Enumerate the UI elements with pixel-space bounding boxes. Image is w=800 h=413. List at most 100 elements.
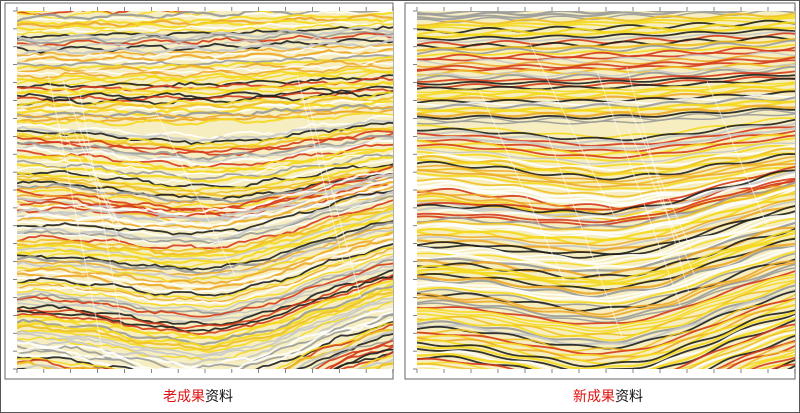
- reflector: [17, 251, 393, 305]
- reflector: [17, 39, 393, 58]
- reflector: [417, 153, 795, 181]
- fault: [61, 79, 121, 243]
- reflector: [17, 81, 393, 97]
- reflector: [17, 191, 393, 242]
- reflector: [417, 260, 795, 316]
- reflector: [417, 127, 795, 150]
- reflector: [417, 328, 795, 369]
- reflector: [17, 246, 393, 300]
- reflector: [17, 129, 393, 154]
- fault: [627, 128, 699, 282]
- reflector: [17, 11, 393, 25]
- reflector: [17, 20, 393, 35]
- reflector: [17, 299, 393, 360]
- reflector: [417, 11, 588, 15]
- reflector: [17, 255, 393, 313]
- reflector: [17, 306, 393, 366]
- reflector: [17, 96, 393, 112]
- reflector: [17, 243, 393, 297]
- reflector: [417, 46, 795, 61]
- reflector: [417, 210, 795, 259]
- reflector: [17, 207, 393, 259]
- reflector: [417, 214, 795, 263]
- reflector: [417, 236, 795, 288]
- fault: [296, 74, 344, 263]
- reflector: [417, 168, 795, 198]
- reflector: [17, 103, 393, 119]
- reflector: [17, 328, 393, 369]
- reflector: [17, 74, 393, 89]
- fault: [626, 66, 690, 293]
- reflector: [417, 297, 795, 356]
- reflector: [17, 11, 393, 26]
- reflector: [417, 155, 795, 183]
- reflector: [17, 64, 393, 80]
- reflector: [417, 169, 795, 216]
- reflector: [417, 104, 795, 118]
- reflector: [417, 219, 795, 271]
- reflector: [17, 275, 393, 333]
- reflector: [17, 26, 393, 43]
- reflector: [417, 39, 795, 55]
- reflector: [417, 73, 795, 86]
- reflector: [335, 350, 393, 369]
- reflector: [17, 54, 393, 68]
- reflector: [17, 310, 393, 369]
- reflector: [417, 81, 795, 94]
- reflector: [17, 127, 393, 152]
- fault: [308, 103, 362, 298]
- fault: [596, 70, 682, 307]
- fault: [58, 125, 120, 224]
- reflector: [417, 229, 795, 283]
- reflector: [417, 126, 795, 147]
- reflector: [17, 220, 393, 268]
- reflector: [17, 288, 393, 349]
- reflector: [417, 63, 795, 79]
- reflector: [417, 250, 795, 305]
- reflector: [17, 293, 393, 354]
- reflector: [417, 186, 795, 235]
- reflector: [17, 321, 393, 369]
- reflector: [17, 313, 393, 369]
- reflector: [417, 134, 795, 159]
- reflector: [417, 142, 795, 165]
- reflector: [17, 247, 393, 303]
- reflector: [417, 177, 795, 224]
- reflector: [715, 339, 795, 369]
- fault: [547, 134, 623, 337]
- reflector: [17, 80, 393, 95]
- reflector: [314, 339, 393, 369]
- reflector: [417, 316, 795, 369]
- reflector: [417, 134, 795, 157]
- reflector: [17, 66, 393, 82]
- reflector: [417, 262, 795, 318]
- reflector: [17, 240, 393, 293]
- reflector: [17, 209, 393, 261]
- reflector: [417, 159, 795, 186]
- reflector: [417, 168, 795, 194]
- reflector: [328, 345, 393, 369]
- reflector: [417, 70, 795, 83]
- reflector: [417, 205, 795, 254]
- reflector: [17, 273, 393, 330]
- reflector: [17, 285, 393, 346]
- reflector: [417, 162, 795, 188]
- reflector: [417, 26, 795, 39]
- fault: [628, 107, 693, 252]
- fault: [706, 81, 769, 228]
- reflector: [17, 332, 393, 369]
- reflector: [17, 153, 393, 181]
- seismic-image: [17, 11, 393, 369]
- reflector: [17, 253, 393, 309]
- reflector: [17, 297, 393, 357]
- reflector: [417, 152, 795, 177]
- reflector: [707, 334, 795, 369]
- reflector: [417, 331, 795, 369]
- reflector: [417, 173, 795, 204]
- reflector: [17, 58, 393, 74]
- reflector: [417, 28, 795, 41]
- reflector: [17, 32, 393, 48]
- reflector: [17, 31, 393, 44]
- reflector: [422, 333, 795, 369]
